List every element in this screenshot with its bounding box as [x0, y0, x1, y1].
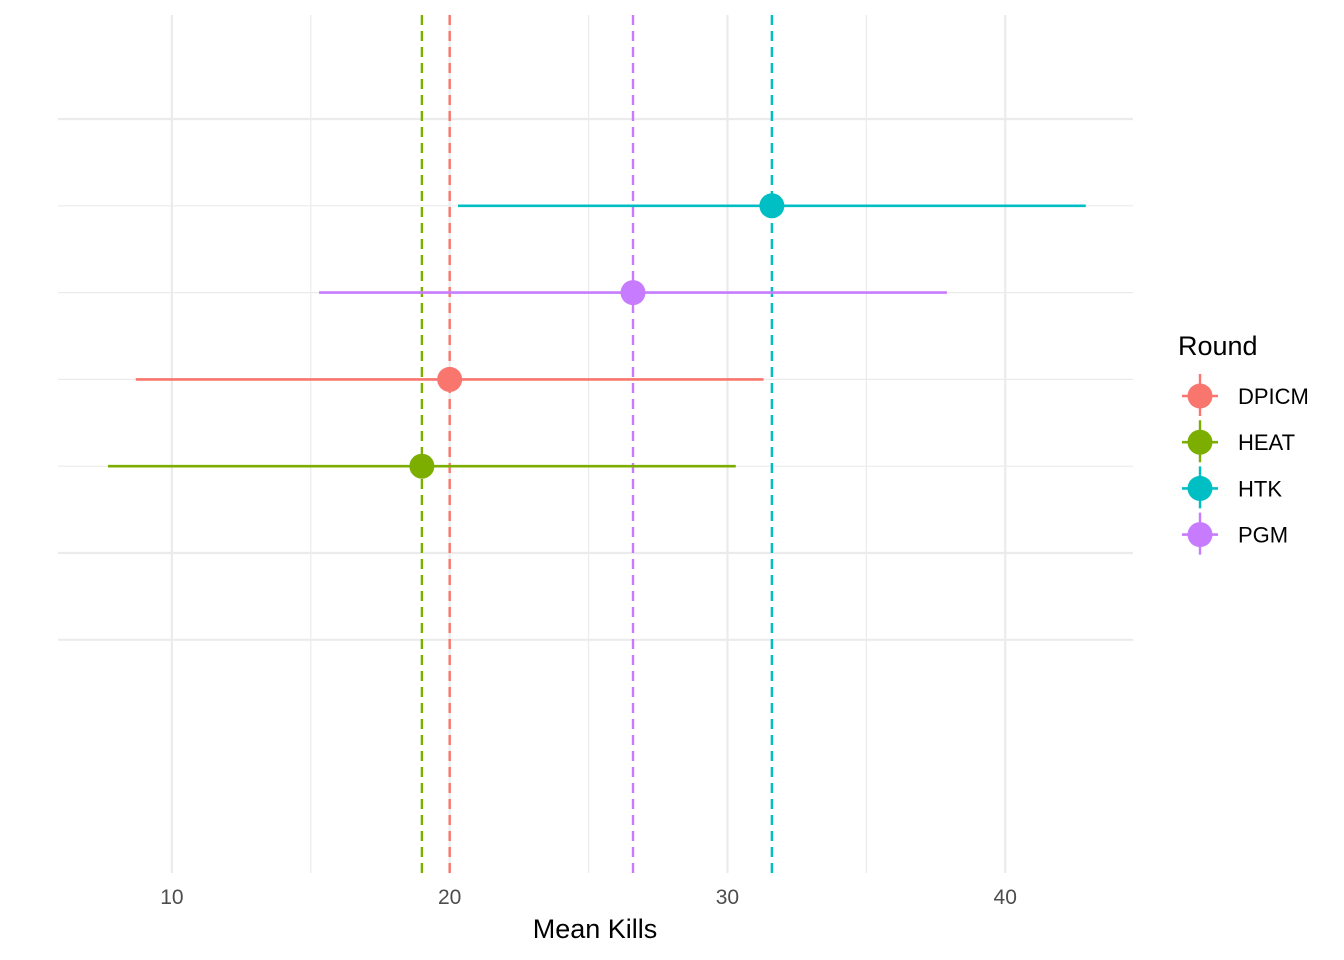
- point-pgm: [620, 280, 646, 306]
- legend-label: DPICM: [1238, 384, 1309, 409]
- point-heat: [409, 453, 435, 479]
- x-axis-title: Mean Kills: [533, 914, 658, 944]
- legend-item-heat: HEAT: [1182, 420, 1295, 465]
- legend-title: Round: [1178, 331, 1258, 361]
- x-tick-labels: 10 20 30 40: [160, 886, 1017, 909]
- legend-label: HEAT: [1238, 430, 1295, 455]
- legend-label: PGM: [1238, 523, 1288, 548]
- mean-reference-lines: [420, 15, 774, 873]
- x-tick-label: 10: [160, 886, 183, 909]
- legend-item-pgm: PGM: [1182, 512, 1288, 557]
- legend: Round DPICM HEAT HTK PGM: [1178, 331, 1309, 557]
- x-tick-label: 30: [716, 886, 739, 909]
- major-x-gridlines: [170, 15, 1007, 873]
- legend-key-point: [1187, 522, 1213, 548]
- legend-key-point: [1187, 383, 1213, 409]
- error-bars: [108, 204, 1086, 468]
- legend-item-dpicm: DPICM: [1182, 374, 1309, 418]
- legend-key-point: [1187, 429, 1213, 455]
- point-htk: [759, 193, 785, 219]
- x-tick-label: 40: [994, 886, 1017, 909]
- point-dpicm: [437, 366, 463, 392]
- minor-x-gridlines: [310, 15, 867, 873]
- legend-label: HTK: [1238, 476, 1282, 501]
- legend-item-htk: HTK: [1182, 466, 1282, 511]
- legend-key-point: [1187, 475, 1213, 501]
- x-tick-label: 20: [438, 886, 461, 909]
- mean-points: [409, 193, 785, 479]
